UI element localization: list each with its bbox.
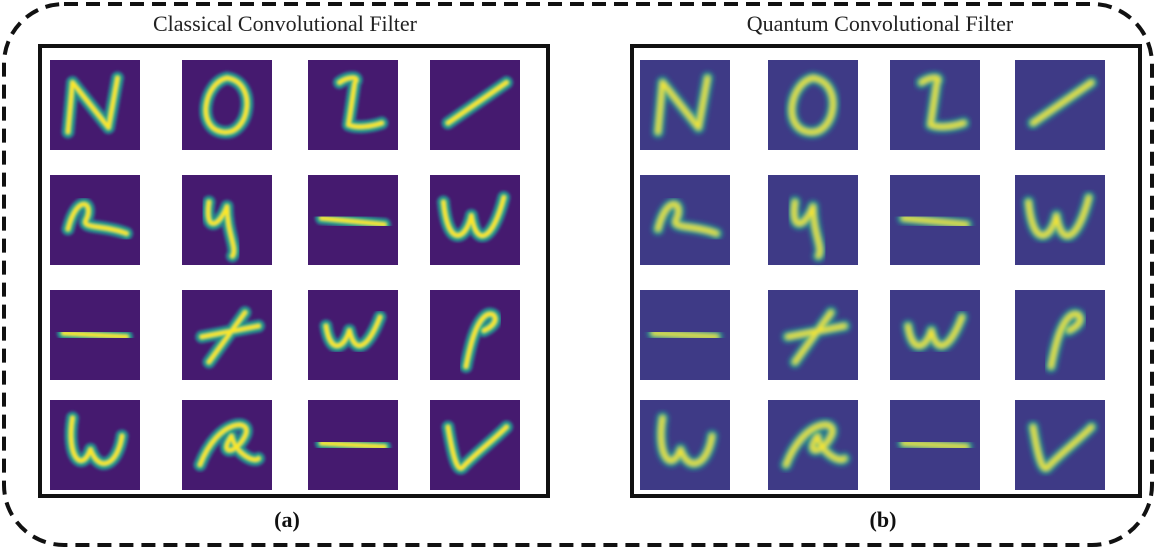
panel-label: (a) xyxy=(274,507,300,532)
glyph xyxy=(904,218,967,224)
character-tile xyxy=(768,400,858,490)
character-tile xyxy=(430,175,520,265)
glyph xyxy=(64,333,127,337)
character-tile xyxy=(640,175,730,265)
character-tile xyxy=(308,60,398,150)
character-tile xyxy=(1015,290,1105,380)
character-tile xyxy=(308,400,398,490)
character-tile xyxy=(640,290,730,380)
character-tile xyxy=(308,290,398,380)
character-tile xyxy=(640,400,730,490)
glyph xyxy=(322,218,385,224)
character-tile xyxy=(1015,175,1105,265)
character-tile xyxy=(182,400,272,490)
character-tile xyxy=(182,175,272,265)
character-tile xyxy=(890,60,980,150)
character-tile xyxy=(430,400,520,490)
character-tile xyxy=(50,290,140,380)
character-tile xyxy=(640,60,730,150)
character-tile xyxy=(890,175,980,265)
glyph xyxy=(904,443,967,447)
character-tile xyxy=(1015,400,1105,490)
character-tile xyxy=(430,60,520,150)
character-tile xyxy=(50,175,140,265)
character-tile xyxy=(182,60,272,150)
glyph xyxy=(654,333,717,337)
character-tile xyxy=(890,400,980,490)
character-tile xyxy=(50,60,140,150)
panel-label: (b) xyxy=(870,507,897,532)
panel-title: Quantum Convolutional Filter xyxy=(747,11,1014,36)
figure: Classical Convolutional Filter Quantum C… xyxy=(0,0,1156,550)
character-tile xyxy=(430,290,520,380)
character-tile xyxy=(182,290,272,380)
tile-background xyxy=(430,400,520,490)
character-tile xyxy=(50,400,140,490)
character-tile xyxy=(1015,60,1105,150)
panel-title: Classical Convolutional Filter xyxy=(153,11,418,36)
character-tile xyxy=(768,290,858,380)
tile-background xyxy=(1015,400,1105,490)
character-tile xyxy=(768,60,858,150)
character-tile xyxy=(308,175,398,265)
character-tile xyxy=(768,175,858,265)
glyph xyxy=(322,443,385,447)
character-tile xyxy=(890,290,980,380)
